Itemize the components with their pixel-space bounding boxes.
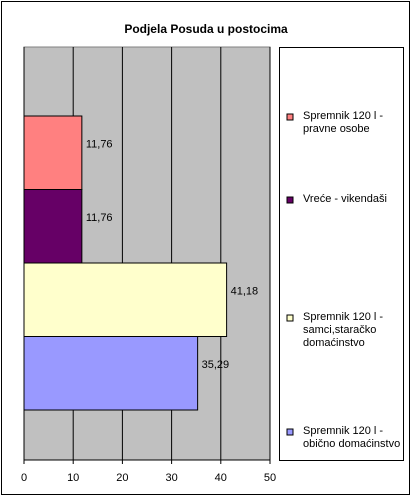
legend-label: Spremnik 120 l - samci,staračko domaćins… bbox=[303, 311, 384, 349]
legend-label: Spremnik 120 l - obično domaćinstvo bbox=[303, 425, 401, 450]
legend-swatch bbox=[286, 196, 294, 204]
bar bbox=[23, 262, 228, 337]
legend-swatch bbox=[286, 428, 294, 436]
x-tick-label: 30 bbox=[165, 472, 177, 484]
bar bbox=[23, 189, 83, 264]
data-label: 41,18 bbox=[231, 286, 259, 298]
legend-swatch bbox=[286, 314, 294, 322]
bar bbox=[23, 115, 83, 190]
x-tick-label: 0 bbox=[21, 472, 27, 484]
x-tick-label: 20 bbox=[116, 472, 128, 484]
bar bbox=[23, 336, 199, 411]
legend-box bbox=[279, 47, 404, 461]
data-label: 11,76 bbox=[86, 212, 113, 224]
x-tick-label: 40 bbox=[215, 472, 227, 484]
data-label: 11,76 bbox=[86, 139, 113, 151]
x-tick-label: 10 bbox=[67, 472, 79, 484]
legend-label: Vreće - vikendaši bbox=[303, 193, 387, 205]
chart-title: Podjela Posuda u postocima bbox=[124, 22, 288, 36]
legend-label: Spremnik 120 l - pravne osobe bbox=[303, 110, 384, 135]
data-label: 35,29 bbox=[202, 359, 230, 371]
x-tick-label: 50 bbox=[264, 472, 276, 484]
legend-swatch bbox=[286, 113, 294, 121]
